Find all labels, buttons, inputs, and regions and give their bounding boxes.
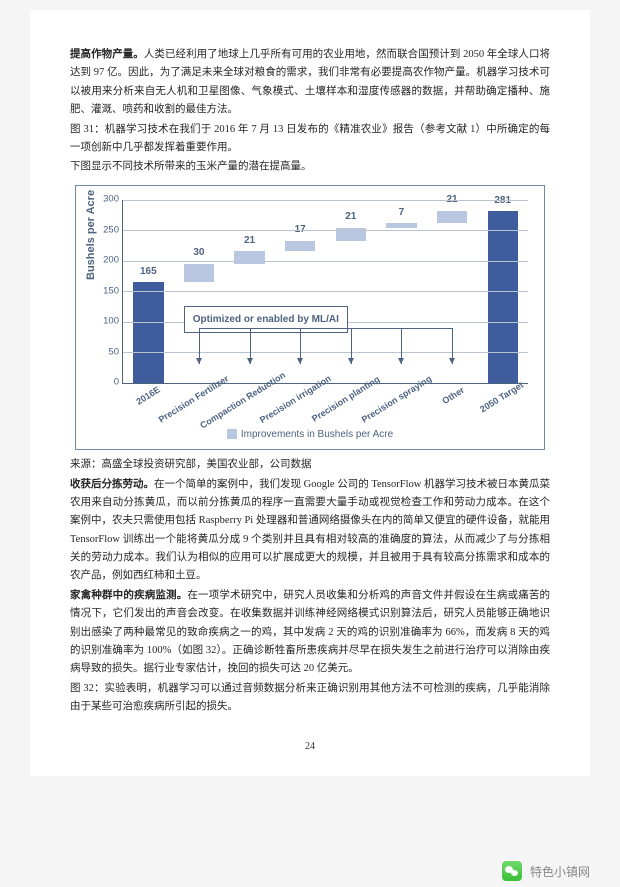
- bar-0: [133, 282, 163, 383]
- bar-label-7: 281: [477, 192, 528, 210]
- x-label-6: Other: [439, 383, 468, 409]
- bar-3: [285, 241, 315, 251]
- plot-region: 16530211721721281 050100150200250300Opti…: [122, 200, 528, 384]
- page-footer: 特色小镇网: [0, 861, 620, 881]
- para-text: 在一个简单的案例中，我们发现 Google 公司的 TensorFlow 机器学…: [70, 479, 550, 582]
- annotation-arrow-1: [199, 328, 200, 365]
- para-fig31-caption: 图 31：机器学习技术在我们于 2016 年 7 月 13 日发布的《精准农业》…: [70, 121, 550, 158]
- bar-7: [488, 211, 518, 382]
- annotation-arrow-6: [452, 328, 453, 365]
- chart-area: Bushels per Acre 16530211721721281 05010…: [86, 194, 534, 424]
- bar-label-0: 165: [123, 263, 174, 281]
- annotation-arrow-3: [300, 328, 301, 365]
- para-text: 在一项学术研究中，研究人员收集和分析鸡的声音文件并假设在生病或痛苦的情况下，它们…: [70, 590, 550, 675]
- bar-1: [184, 264, 214, 282]
- lead-bold: 收获后分拣劳动。: [70, 479, 154, 490]
- corn-yield-chart: Bushels per Acre 16530211721721281 05010…: [75, 185, 545, 451]
- bar-label-4: 21: [326, 208, 377, 226]
- x-labels: 2016EPrecision FertilizerCompaction Redu…: [122, 388, 528, 432]
- bar-6: [437, 211, 467, 224]
- annotation-arrow-4: [351, 328, 352, 365]
- bar-label-1: 30: [174, 244, 225, 262]
- document-page: 提高作物产量。人类已经利用了地球上几乎所有可用的农业用地，然而联合国预计到 20…: [30, 10, 590, 776]
- lead-bold: 家禽种群中的疾病监测。: [70, 590, 187, 601]
- chart-source: 来源：高盛全球投资研究部，美国农业部，公司数据: [70, 456, 550, 474]
- lead-bold: 提高作物产量。: [70, 49, 144, 60]
- x-label-0: 2016E: [134, 382, 164, 409]
- bar-2: [234, 251, 264, 264]
- para-crop-yield: 提高作物产量。人类已经利用了地球上几乎所有可用的农业用地，然而联合国预计到 20…: [70, 46, 550, 120]
- bar-label-5: 7: [376, 204, 427, 222]
- annotation-arrow-5: [401, 328, 402, 365]
- bar-label-2: 21: [224, 232, 275, 250]
- annotation-arrow-2: [250, 328, 251, 365]
- para-fig32-caption: 图 32：实验表明，机器学习可以通过音频数据分析来正确识别用其他方法不可检测的疾…: [70, 680, 550, 717]
- wechat-icon: [502, 861, 522, 881]
- chart-annotation: Optimized or enabled by ML/AI: [184, 306, 348, 334]
- page-number: 24: [70, 738, 550, 756]
- para-chart-intro: 下图显示不同技术所带来的玉米产量的潜在提高量。: [70, 158, 550, 176]
- para-poultry: 家禽种群中的疾病监测。在一项学术研究中，研究人员收集和分析鸡的声音文件并假设在生…: [70, 587, 550, 679]
- bar-5: [386, 223, 416, 227]
- para-sorting: 收获后分拣劳动。在一个简单的案例中，我们发现 Google 公司的 Tensor…: [70, 476, 550, 586]
